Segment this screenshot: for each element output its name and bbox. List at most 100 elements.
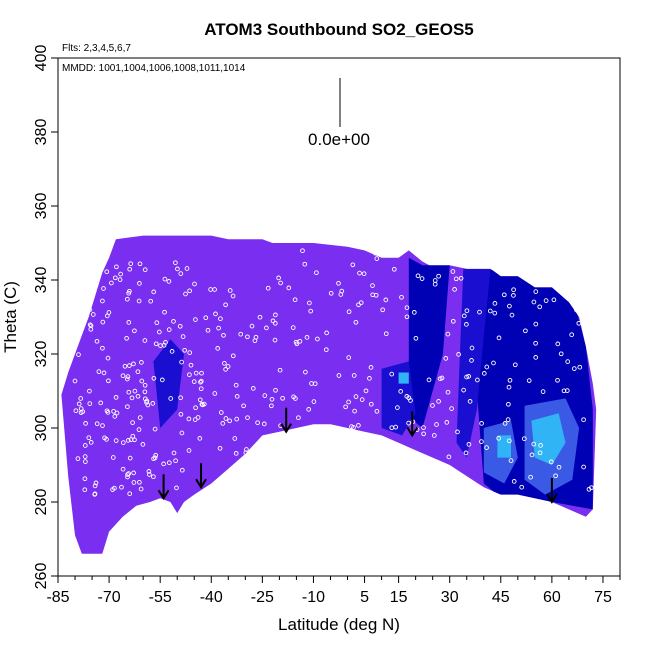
sample-point (187, 288, 192, 294)
sample-point (159, 377, 165, 383)
sample-point (222, 360, 227, 366)
sample-point (119, 484, 124, 490)
sample-point (98, 400, 104, 406)
sample-point (363, 388, 369, 394)
sample-point (533, 340, 538, 346)
sample-point (463, 450, 469, 456)
sample-point (135, 369, 141, 375)
sample-point (533, 289, 539, 294)
sample-point (193, 405, 198, 411)
sample-point (496, 435, 502, 441)
sample-point (338, 292, 344, 297)
sample-point (245, 415, 250, 421)
sample-point (131, 361, 136, 367)
y-tick-label: 280 (33, 489, 50, 516)
sample-point (105, 355, 111, 361)
sample-point (528, 474, 533, 480)
sample-point (531, 441, 537, 447)
x-axis: -85 -70 -55 -40 -25 -10 5 15 30 45 60 75 (46, 576, 621, 606)
sample-point (82, 476, 88, 482)
sample-point (205, 327, 211, 333)
sample-point (391, 266, 397, 272)
sample-point (249, 323, 255, 329)
sample-point (306, 407, 312, 412)
sample-point (311, 399, 317, 404)
sample-point (112, 485, 117, 491)
sample-point (352, 408, 357, 414)
x-tick-label: -40 (200, 589, 223, 606)
sample-point (273, 312, 278, 318)
sample-point (79, 319, 85, 325)
field-region-0 (408, 257, 450, 428)
sample-point (128, 261, 134, 267)
sample-point (153, 341, 159, 347)
plot-area (61, 235, 597, 554)
sample-point (419, 276, 425, 281)
sample-point (455, 429, 460, 435)
sample-point (223, 416, 229, 421)
sample-point (574, 307, 579, 313)
sample-point (280, 395, 285, 401)
sample-point (415, 273, 421, 279)
field-region-2 (456, 268, 491, 458)
sample-point (328, 290, 334, 296)
y-tick-label: 360 (33, 193, 50, 220)
sample-point (540, 389, 546, 394)
sample-point (88, 326, 94, 332)
sample-point (87, 401, 93, 406)
sample-point (250, 386, 256, 391)
sample-point (531, 299, 537, 305)
sample-point (151, 289, 157, 295)
x-tick-label: 30 (441, 589, 459, 606)
sample-point (293, 339, 299, 345)
sample-point (308, 308, 314, 314)
sample-point (92, 491, 98, 497)
sample-point (548, 459, 554, 465)
sample-point (461, 313, 467, 319)
x-axis-label: Latitude (deg N) (278, 615, 400, 634)
sample-point (501, 292, 507, 298)
sample-point (81, 286, 87, 292)
sample-point (255, 420, 260, 426)
sample-point (174, 485, 179, 491)
sample-point (137, 281, 142, 286)
sample-point (434, 422, 439, 427)
sample-point (506, 438, 512, 444)
sample-point (125, 404, 130, 410)
sample-point (127, 491, 133, 497)
sample-point (87, 322, 93, 328)
sample-point (519, 484, 525, 490)
sample-point (564, 388, 570, 393)
sample-point (129, 395, 135, 401)
sample-point (269, 396, 275, 402)
sample-point (86, 435, 92, 441)
sample-point (502, 421, 508, 426)
sample-point (218, 316, 223, 322)
sample-point (421, 425, 426, 430)
sample-point (142, 267, 148, 273)
sample-point (278, 280, 283, 286)
sample-point (393, 250, 398, 256)
sample-point (151, 456, 156, 462)
sample-point (198, 386, 204, 392)
y-axis-label: Theta (C) (1, 281, 20, 353)
sample-point (558, 351, 564, 357)
sample-point (353, 319, 359, 325)
sample-point (426, 377, 432, 383)
x-tick-label: 45 (492, 589, 510, 606)
sample-point (125, 374, 131, 379)
sample-point (484, 445, 489, 450)
sample-point (270, 318, 276, 324)
sample-point (395, 405, 400, 410)
sample-point (477, 309, 482, 315)
sample-point (383, 331, 389, 337)
sample-point (126, 290, 132, 296)
sample-point (556, 464, 562, 470)
sample-point (404, 394, 410, 399)
sample-point (309, 381, 314, 386)
sample-point (467, 399, 473, 404)
sample-point (511, 287, 516, 293)
sample-point (132, 328, 137, 334)
sample-point (506, 384, 512, 390)
